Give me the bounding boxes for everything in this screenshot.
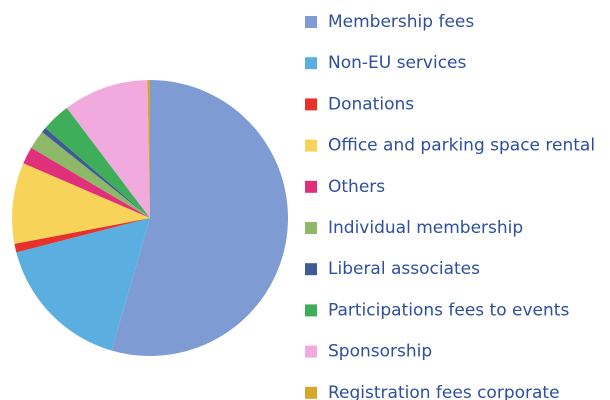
legend-swatch xyxy=(305,345,317,358)
pie-slice xyxy=(11,163,150,244)
legend-label: Sponsorship xyxy=(328,342,432,362)
legend-swatch xyxy=(305,57,317,70)
legend-swatch xyxy=(305,16,317,28)
legend-swatch xyxy=(305,98,317,111)
legend-label: Participations fees to events xyxy=(328,300,569,320)
legend-swatch xyxy=(305,263,317,276)
legend-swatch xyxy=(305,139,317,152)
pie-slice xyxy=(14,218,150,253)
legend-label: Non-EU services xyxy=(328,53,467,73)
pie-slice xyxy=(111,80,288,356)
legend-label: Liberal associates xyxy=(328,259,480,279)
legend-label: Office and parking space rental xyxy=(328,136,595,156)
legend-swatch xyxy=(305,180,317,193)
legend-label: Donations xyxy=(328,94,414,114)
legend-swatch xyxy=(305,386,317,399)
legend-label: Others xyxy=(328,177,385,197)
pie-slice xyxy=(147,80,150,218)
pie-slice xyxy=(66,80,150,219)
pie-slice xyxy=(42,128,150,218)
pie-slice xyxy=(31,132,151,218)
legend-swatch xyxy=(305,304,317,317)
legend-swatch xyxy=(305,222,317,234)
legend-label: Registration fees corporate xyxy=(328,383,560,400)
legend-label: Individual membership xyxy=(328,218,523,238)
pie-slice xyxy=(16,218,150,351)
legend-label: Membership fees xyxy=(328,12,474,32)
pie-slice xyxy=(45,107,150,218)
pie-slice xyxy=(23,147,150,218)
